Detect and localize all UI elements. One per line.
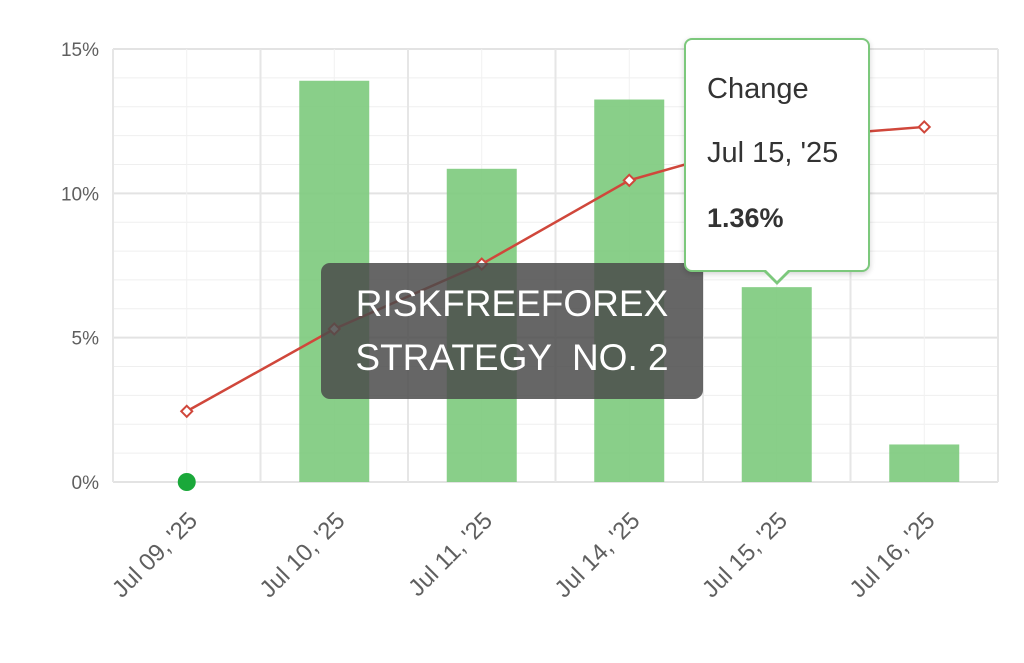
x-tick-label: Jul 16, '25 — [845, 507, 941, 603]
watermark-line-1: RISKFREEFOREX — [355, 283, 669, 324]
watermark-banner: RISKFREEFOREX STRATEGY NO. 2 — [321, 263, 703, 399]
tooltip-date: Jul 15, '25 — [707, 137, 839, 169]
line-point-1 — [179, 404, 194, 419]
bar-6 — [889, 444, 960, 482]
watermark-line-2: STRATEGY NO. 2 — [355, 337, 669, 378]
tooltip-title: Change — [707, 73, 809, 105]
tooltip-value: 1.36% — [707, 203, 784, 233]
x-tick-label: Jul 11, '25 — [403, 507, 498, 602]
line-point-6 — [917, 120, 932, 134]
chart-tooltip: Change Jul 15, '25 1.36% — [684, 38, 870, 285]
bar-5 — [741, 287, 812, 482]
y-tick-label: 10% — [61, 184, 99, 205]
y-tick-label: 15% — [61, 40, 99, 61]
line-point-4 — [622, 173, 637, 188]
x-tick-label: Jul 10, '25 — [255, 507, 351, 603]
x-tick-label: Jul 14, '25 — [550, 507, 646, 603]
x-axis: Jul 09, '25 Jul 10, '25 Jul 11, '25 Jul 14,… — [107, 507, 940, 603]
zero-value-marker — [177, 473, 196, 491]
x-tick-label: Jul 09, '25 — [107, 507, 203, 603]
y-axis: 0% 5% 10% 15% — [61, 40, 99, 494]
x-tick-label: Jul 15, '25 — [697, 507, 793, 603]
y-tick-label: 0% — [72, 473, 100, 494]
y-tick-label: 5% — [72, 329, 100, 350]
